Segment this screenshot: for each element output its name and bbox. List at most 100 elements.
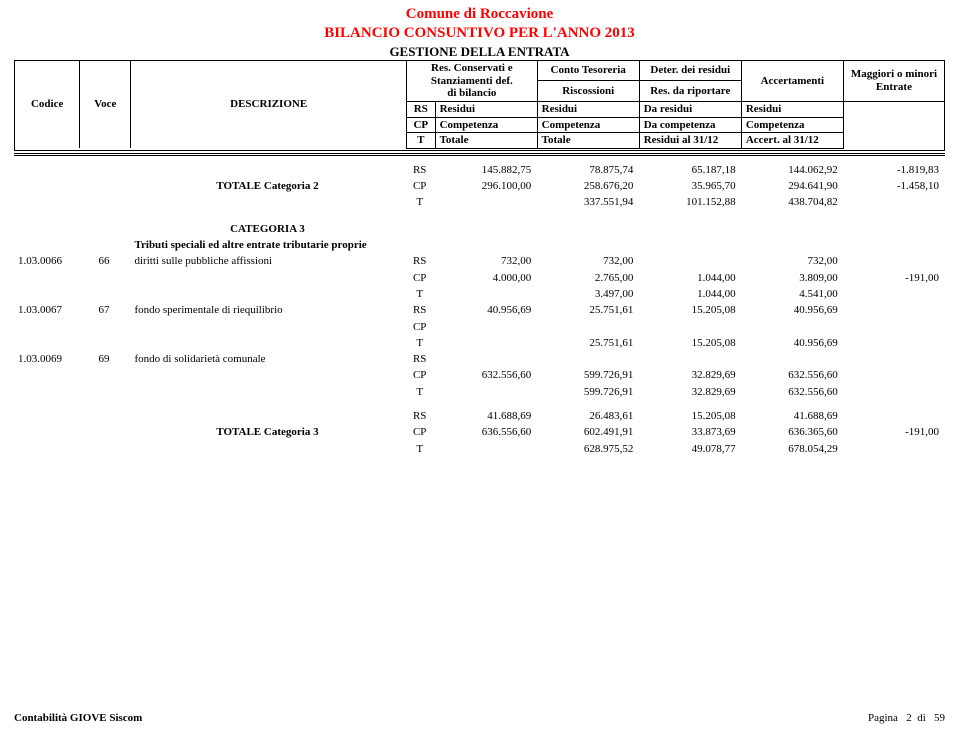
cell-descrizione [130, 335, 406, 351]
column-header-table: Codice Voce DESCRIZIONE Res. Conservati … [14, 60, 945, 151]
hdr-maggiori-blank [843, 101, 944, 148]
cell: 41.688,69 [435, 408, 537, 424]
hdr-res-cons-l1: Res. Conservati e [431, 62, 513, 74]
cell-descrizione [130, 367, 406, 383]
cell [844, 253, 945, 269]
cell: 636.556,60 [435, 424, 537, 440]
cell: 3.809,00 [742, 270, 844, 286]
page-label: Pagina [868, 712, 898, 724]
hdr-maggiori-l2: Entrate [876, 81, 912, 93]
cell: -191,00 [844, 270, 945, 286]
hdr-descrizione: DESCRIZIONE [131, 61, 407, 149]
table-row: CP4.000,002.765,001.044,003.809,00-191,0… [14, 270, 945, 286]
hdr-cp-c3: Da competenza [639, 117, 741, 133]
hdr-maggiori-l1: Maggiori o minori [851, 68, 937, 80]
table-row: 1.03.006969fondo di solidarietà comunale… [14, 351, 945, 367]
hdr-t-t: T [406, 133, 435, 149]
hdr-t-c1: Totale [435, 133, 537, 149]
hdr-deter-residui: Deter. dei residui [639, 61, 741, 81]
row-type: T [406, 335, 435, 351]
cell: 632.556,60 [742, 367, 844, 383]
page-sep: di [917, 712, 926, 724]
row-type: CP [406, 178, 435, 194]
cell: 732,00 [537, 253, 639, 269]
cell-codice: 1.03.0067 [14, 302, 79, 318]
cell-voce: 66 [79, 253, 130, 269]
cell-voce: 67 [79, 302, 130, 318]
row-type: RS [406, 408, 435, 424]
cell [844, 335, 945, 351]
row-type: T [406, 384, 435, 400]
cell-descrizione [130, 319, 406, 335]
cell: 32.829,69 [639, 367, 741, 383]
cell: 296.100,00 [435, 178, 537, 194]
cell: 25.751,61 [537, 302, 639, 318]
cell: 78.875,74 [537, 162, 639, 178]
cat3-subheading-row: Tributi speciali ed altre entrate tribut… [14, 237, 945, 253]
cell [537, 319, 639, 335]
cell: 678.054,29 [742, 441, 844, 457]
cell [639, 351, 741, 367]
hdr-t-c2: Totale [537, 133, 639, 149]
footer-pagination: Pagina 2 di 59 [868, 712, 945, 724]
cat3-body: 1.03.006666diritti sulle pubbliche affis… [14, 253, 945, 400]
cell-codice [14, 319, 79, 335]
cat3-heading-row: CATEGORIA 3 [14, 221, 945, 237]
hdr-voce: Voce [80, 61, 131, 149]
cell-descrizione: fondo sperimentale di riequilibrio [130, 302, 406, 318]
cell [435, 441, 537, 457]
cell-codice: 1.03.0066 [14, 253, 79, 269]
cell-voce [79, 319, 130, 335]
hdr-accertamenti: Accertamenti [741, 61, 843, 102]
cell: 144.062,92 [742, 162, 844, 178]
cell [844, 286, 945, 302]
hdr-cp-c4: Competenza [741, 117, 843, 133]
data-table: TOTALE Categoria 2 RS 145.882,75 78.875,… [14, 156, 945, 457]
hdr-cp-c1: Competenza [435, 117, 537, 133]
hdr-codice: Codice [15, 61, 80, 149]
hdr-res-cons-l2: Stanziamenti def. [431, 75, 513, 87]
hdr-res-cons: Res. Conservati e Stanziamenti def. di b… [406, 61, 537, 102]
cell [639, 319, 741, 335]
cell: 632.556,60 [435, 367, 537, 383]
hdr-rs-c2: Residui [537, 101, 639, 117]
cell-voce [79, 384, 130, 400]
cell [435, 286, 537, 302]
cell: 15.205,08 [639, 335, 741, 351]
row-type: T [406, 194, 435, 210]
cell: 40.956,69 [435, 302, 537, 318]
cell: 3.497,00 [537, 286, 639, 302]
table-row: 1.03.006666diritti sulle pubbliche affis… [14, 253, 945, 269]
cell: 49.078,77 [639, 441, 741, 457]
footer-left: Contabilità GIOVE Siscom [14, 712, 142, 724]
cell: 602.491,91 [537, 424, 639, 440]
row-type: CP [406, 270, 435, 286]
cell: 599.726,91 [537, 367, 639, 383]
row-type: RS [406, 351, 435, 367]
cell [844, 194, 945, 210]
cell: 35.965,70 [639, 178, 741, 194]
hdr-rs-c1: Residui [435, 101, 537, 117]
hdr-rs-c4: Residui [741, 101, 843, 117]
hdr-cp-t: CP [406, 117, 435, 133]
cell-descrizione [130, 270, 406, 286]
page-num: 2 [906, 712, 912, 724]
cell [844, 367, 945, 383]
cat3-heading2: Tributi speciali ed altre entrate tribut… [130, 237, 406, 253]
table-row: T599.726,9132.829,69632.556,60 [14, 384, 945, 400]
cell: 258.676,20 [537, 178, 639, 194]
cell-codice [14, 335, 79, 351]
cell: 4.000,00 [435, 270, 537, 286]
cell: 41.688,69 [742, 408, 844, 424]
cell-voce: 69 [79, 351, 130, 367]
org-title: Comune di Roccavione [0, 6, 959, 23]
hdr-conto-tesoreria: Conto Tesoreria [537, 61, 639, 81]
cell [844, 408, 945, 424]
cell-descrizione: diritti sulle pubbliche affissioni [130, 253, 406, 269]
totcat3-label: TOTALE Categoria 3 [130, 408, 406, 457]
hdr-cp-c2: Competenza [537, 117, 639, 133]
totcat2-rs: TOTALE Categoria 2 RS 145.882,75 78.875,… [14, 162, 945, 178]
cell: 732,00 [435, 253, 537, 269]
cell: 438.704,82 [742, 194, 844, 210]
cell-codice [14, 286, 79, 302]
